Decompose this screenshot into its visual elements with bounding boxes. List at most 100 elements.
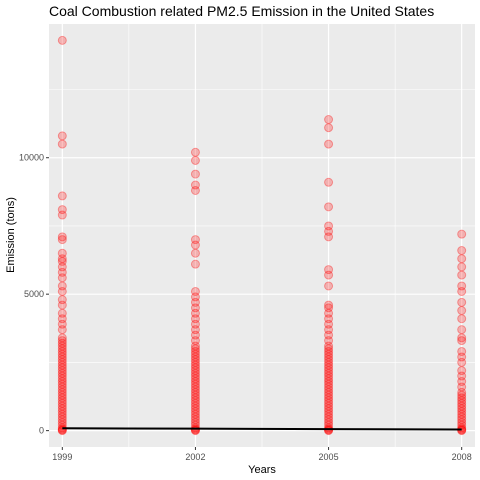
data-point xyxy=(57,210,67,220)
data-point xyxy=(324,319,334,329)
data-point xyxy=(190,344,200,354)
data-point xyxy=(57,377,67,387)
data-point xyxy=(57,352,67,362)
data-point xyxy=(190,325,200,335)
data-point xyxy=(190,185,200,195)
data-point xyxy=(457,281,467,291)
data-point xyxy=(190,415,200,425)
data-point xyxy=(457,297,467,307)
data-point xyxy=(324,308,334,318)
data-point xyxy=(324,349,334,359)
data-point xyxy=(57,281,67,291)
data-point xyxy=(190,357,200,367)
data-point xyxy=(57,341,67,351)
data-point xyxy=(324,366,334,376)
data-point xyxy=(190,286,200,296)
data-point xyxy=(57,308,67,318)
data-point xyxy=(457,246,467,256)
data-point xyxy=(457,398,467,408)
data-point xyxy=(324,412,334,422)
data-point xyxy=(57,262,67,272)
data-point xyxy=(190,169,200,179)
data-point xyxy=(190,147,200,157)
data-point xyxy=(457,229,467,239)
data-point xyxy=(324,387,334,397)
data-point xyxy=(57,205,67,215)
data-point xyxy=(457,357,467,367)
data-point xyxy=(57,336,67,346)
data-point xyxy=(324,374,334,384)
data-point xyxy=(324,123,334,133)
data-point xyxy=(190,387,200,397)
data-point xyxy=(57,344,67,354)
data-point xyxy=(324,426,334,436)
data-point xyxy=(57,357,67,367)
data-point xyxy=(190,292,200,302)
data-point xyxy=(190,363,200,373)
data-point xyxy=(457,306,467,316)
data-point xyxy=(457,371,467,381)
data-point xyxy=(190,374,200,384)
data-point xyxy=(324,360,334,370)
data-point xyxy=(324,417,334,427)
data-point xyxy=(57,387,67,397)
data-point xyxy=(457,314,467,324)
data-point xyxy=(190,404,200,414)
data-point xyxy=(57,360,67,370)
data-point xyxy=(190,319,200,329)
data-point xyxy=(457,390,467,400)
data-point xyxy=(190,390,200,400)
data-point xyxy=(190,407,200,417)
data-point xyxy=(457,412,467,422)
data-point xyxy=(457,270,467,280)
data-point xyxy=(57,267,67,277)
data-point xyxy=(457,377,467,387)
data-point xyxy=(324,401,334,411)
data-point xyxy=(457,409,467,419)
data-point xyxy=(324,221,334,231)
data-point xyxy=(57,232,67,242)
data-point xyxy=(57,286,67,296)
axes: 1999 2002 2005 2008 0 5000 10000 xyxy=(19,153,472,462)
data-point xyxy=(324,300,334,310)
data-point xyxy=(324,270,334,280)
data-point xyxy=(57,131,67,141)
data-point xyxy=(457,426,467,436)
data-point xyxy=(457,407,467,417)
data-point xyxy=(190,368,200,378)
y-tick-label: 5000 xyxy=(24,289,44,299)
data-point xyxy=(57,407,67,417)
data-point xyxy=(324,346,334,356)
data-point xyxy=(457,417,467,427)
data-point xyxy=(324,390,334,400)
data-point xyxy=(57,415,67,425)
data-point xyxy=(57,363,67,373)
data-point xyxy=(457,325,467,335)
data-point xyxy=(57,346,67,356)
data-point xyxy=(57,295,67,305)
data-point xyxy=(57,319,67,329)
data-point xyxy=(324,407,334,417)
data-point xyxy=(57,371,67,381)
data-point xyxy=(324,314,334,324)
data-point xyxy=(57,325,67,335)
data-point xyxy=(457,286,467,296)
x-tick-label: 2008 xyxy=(452,452,472,462)
x-tick-label: 1999 xyxy=(52,452,72,462)
data-point xyxy=(57,355,67,365)
data-point xyxy=(57,235,67,245)
data-point xyxy=(190,412,200,422)
data-point xyxy=(57,379,67,389)
data-point xyxy=(57,256,67,266)
data-point xyxy=(457,382,467,392)
data-point xyxy=(57,139,67,149)
data-point xyxy=(324,377,334,387)
y-axis-title: Emission (tons) xyxy=(5,197,17,273)
data-point xyxy=(457,387,467,397)
data-point xyxy=(190,371,200,381)
data-point xyxy=(324,232,334,242)
data-point xyxy=(190,336,200,346)
mean-line-group xyxy=(62,427,462,431)
data-point xyxy=(190,352,200,362)
grid-major xyxy=(49,24,475,447)
